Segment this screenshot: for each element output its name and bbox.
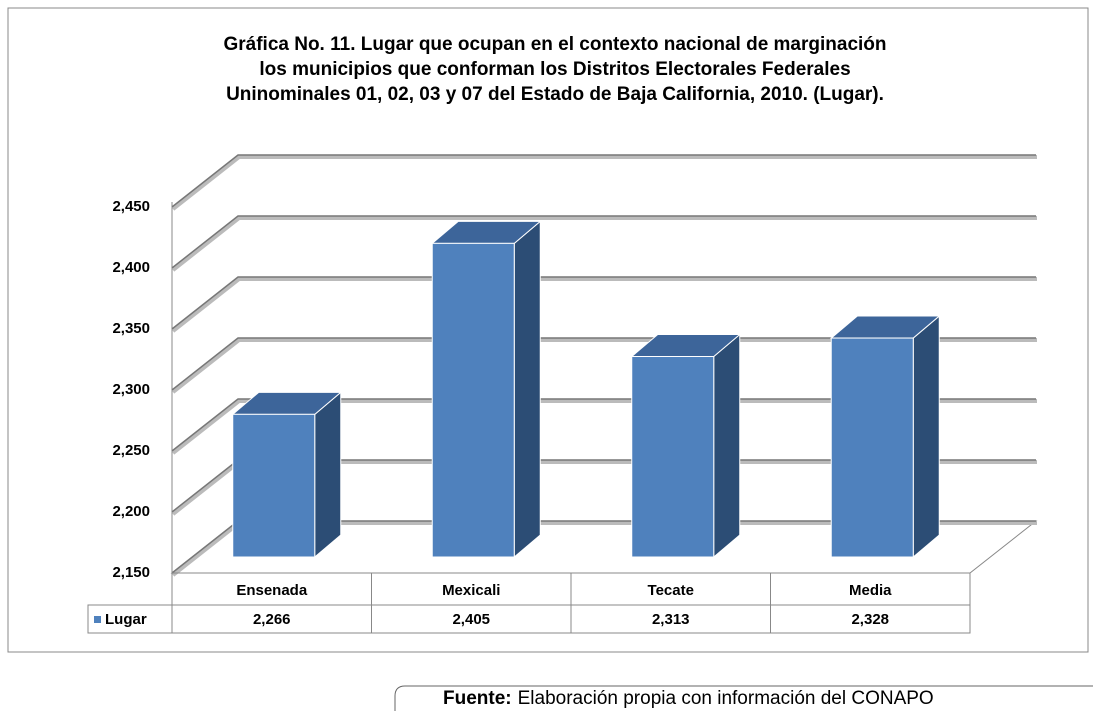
- y-tick-label: 2,250: [112, 442, 150, 459]
- chart-title: Gráfica No. 11. Lugar que ocupan en el c…: [223, 34, 886, 55]
- grid-line: [171, 399, 1037, 455]
- bar: [830, 337, 914, 558]
- grid-line: [171, 154, 1036, 208]
- x-tick-label: Tecate: [648, 582, 694, 599]
- y-tick-label: 2,350: [112, 320, 150, 337]
- grid-line: [171, 276, 1036, 330]
- source-box: [394, 685, 1093, 711]
- data-label: 2,266: [253, 611, 291, 628]
- chart-title: los municipios que conforman los Distrit…: [259, 59, 850, 80]
- grid-line: [171, 398, 1036, 452]
- y-tick-label: 2,450: [112, 198, 150, 215]
- bar-side: [912, 314, 940, 559]
- grid-line: [171, 277, 1037, 333]
- data-label: 2,313: [652, 611, 690, 628]
- x-tick-label: Mexicali: [442, 582, 500, 599]
- bar: [431, 242, 515, 558]
- grid-line: [171, 216, 1037, 272]
- bar-side: [314, 391, 342, 559]
- source-label: Fuente:: [443, 688, 512, 709]
- y-tick-label: 2,300: [112, 381, 150, 398]
- grid-line: [171, 338, 1037, 394]
- x-tick-label: Ensenada: [236, 582, 308, 599]
- bar: [232, 413, 316, 558]
- table-row: [87, 604, 971, 634]
- y-tick-label: 2,400: [112, 259, 150, 276]
- legend-key: [94, 616, 101, 623]
- grid-line: [171, 215, 1036, 269]
- data-label: 2,405: [452, 611, 490, 628]
- legend-label: Lugar: [105, 611, 147, 628]
- source-text: Elaboración propia con información del C…: [518, 688, 934, 709]
- x-tick-label: Media: [849, 582, 892, 599]
- y-tick-label: 2,200: [112, 503, 150, 520]
- source-note: Fuente: Elaboración propia con informació…: [443, 688, 934, 709]
- grid-line: [171, 337, 1036, 391]
- grid-line: [171, 155, 1037, 211]
- chart-title: Uninominales 01, 02, 03 y 07 del Estado …: [226, 84, 884, 105]
- bar-side: [713, 333, 741, 559]
- data-label: 2,328: [851, 611, 889, 628]
- y-tick-label: 2,150: [112, 564, 150, 581]
- bar-side: [513, 220, 541, 559]
- bar: [631, 356, 715, 558]
